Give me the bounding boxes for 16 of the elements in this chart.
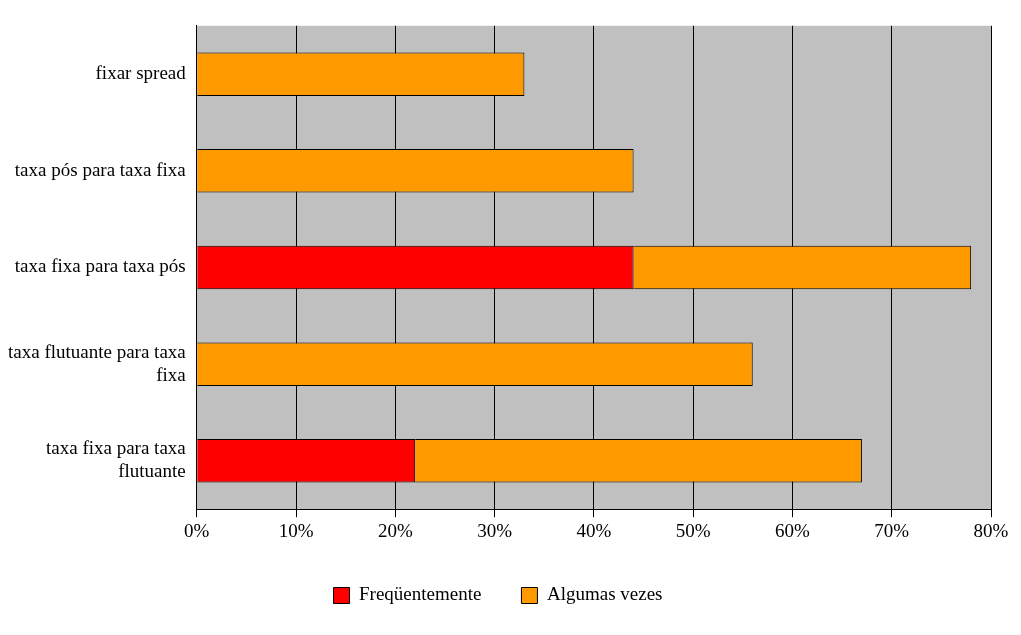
x-tick-label: 30% (477, 519, 513, 541)
x-tick-label: 0% (184, 519, 210, 541)
x-tick-label: 80% (973, 519, 1009, 541)
x-tick-label: 50% (675, 519, 711, 541)
x-tick-label: 60% (775, 519, 811, 541)
legend-label: Algumas vezes (546, 583, 663, 605)
x-tick-label: 10% (278, 519, 314, 541)
y-tick-label: fixar spread (95, 62, 187, 84)
y-tick-label: taxa pós para taxa fixa (14, 158, 187, 180)
x-tick-label: 40% (576, 519, 612, 541)
y-tick-label: taxa fixa para taxa flutuante (45, 437, 187, 482)
y-tick-label: taxa fixa para taxa pós (14, 255, 186, 277)
legend-label: Freqüentemente (359, 583, 482, 605)
x-tick-label: 20% (377, 519, 413, 541)
x-tick-label: 70% (874, 519, 910, 541)
y-tick-label: taxa flutuante para taxa fixa (8, 340, 187, 385)
